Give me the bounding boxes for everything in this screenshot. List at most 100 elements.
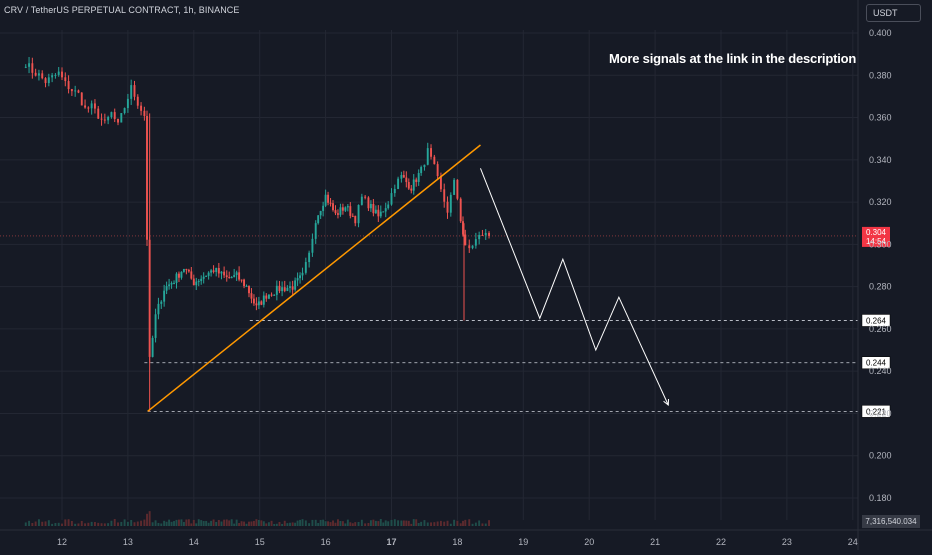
drawings[interactable] (147, 144, 670, 412)
candle-body[interactable] (57, 71, 60, 75)
candle-body[interactable] (217, 267, 220, 274)
candle-body[interactable] (443, 189, 446, 202)
candle-body[interactable] (140, 105, 143, 111)
candle-body[interactable] (24, 66, 27, 68)
candle-body[interactable] (364, 196, 367, 198)
candle-body[interactable] (336, 213, 339, 215)
symbol-title[interactable]: CRV / TetherUS PERPETUAL CONTRACT, 1h, B… (4, 5, 240, 15)
candle-body[interactable] (157, 303, 160, 315)
trendline[interactable] (147, 144, 481, 412)
candle-body[interactable] (70, 89, 73, 92)
candle-body[interactable] (117, 119, 119, 123)
candle-body[interactable] (374, 209, 377, 214)
candle-body[interactable] (197, 281, 200, 283)
candle-body[interactable] (283, 287, 286, 291)
candle-body[interactable] (459, 198, 462, 222)
candle-body[interactable] (289, 286, 291, 288)
candle-body[interactable] (322, 205, 325, 211)
candle-body[interactable] (100, 118, 103, 120)
annotation-text[interactable]: More signals at the link in the descript… (609, 51, 857, 66)
candle-body[interactable] (126, 98, 129, 109)
candle-body[interactable] (90, 103, 93, 109)
candle-body[interactable] (344, 207, 347, 211)
candle-body[interactable] (346, 206, 349, 208)
candle-body[interactable] (54, 74, 57, 76)
candle-body[interactable] (387, 204, 390, 209)
candle-body[interactable] (402, 175, 405, 178)
projection-path[interactable] (479, 168, 669, 406)
candle-body[interactable] (212, 270, 215, 272)
candle-body[interactable] (294, 280, 297, 290)
candle-body[interactable] (113, 112, 116, 120)
candle-body[interactable] (190, 271, 193, 279)
candle-body[interactable] (332, 203, 334, 211)
candle-body[interactable] (405, 177, 408, 183)
candle-body[interactable] (265, 295, 268, 299)
candle-body[interactable] (357, 204, 360, 224)
candle-body[interactable] (464, 234, 467, 246)
candle-body[interactable] (349, 206, 352, 216)
candle-body[interactable] (123, 108, 126, 114)
candle-body[interactable] (230, 277, 233, 279)
candle-body[interactable] (317, 215, 320, 224)
candle-body[interactable] (210, 270, 213, 273)
candle-body[interactable] (61, 71, 63, 78)
candle-body[interactable] (173, 282, 175, 284)
candle-body[interactable] (372, 203, 375, 214)
candle-body[interactable] (175, 273, 178, 283)
candle-body[interactable] (233, 274, 236, 278)
candle-body[interactable] (329, 202, 332, 204)
candle-body[interactable] (420, 167, 423, 174)
candle-body[interactable] (262, 295, 265, 305)
candle-body[interactable] (377, 209, 380, 217)
candle-body[interactable] (257, 301, 260, 306)
candle-body[interactable] (200, 278, 203, 282)
candle-body[interactable] (354, 215, 357, 224)
candle-body[interactable] (136, 96, 139, 106)
candle-body[interactable] (225, 275, 228, 278)
candle-body[interactable] (430, 148, 433, 157)
candle-body[interactable] (468, 245, 471, 249)
candle-body[interactable] (286, 287, 289, 291)
candle-body[interactable] (260, 301, 263, 305)
candle-body[interactable] (327, 194, 330, 203)
candle-body[interactable] (195, 281, 198, 286)
candle-body[interactable] (223, 271, 226, 276)
candle-body[interactable] (324, 194, 327, 206)
candle-body[interactable] (390, 193, 393, 205)
candle-body[interactable] (474, 239, 477, 246)
candle-body[interactable] (165, 286, 168, 291)
candle-body[interactable] (423, 164, 426, 168)
candle-body[interactable] (170, 283, 173, 285)
candle-body[interactable] (270, 294, 273, 296)
candle-body[interactable] (84, 105, 87, 108)
candle-body[interactable] (397, 178, 400, 189)
candle-body[interactable] (207, 272, 210, 276)
candle-body[interactable] (308, 252, 311, 263)
candle-body[interactable] (296, 278, 299, 281)
candle-body[interactable] (304, 262, 307, 273)
candle-body[interactable] (252, 298, 255, 304)
candle-body[interactable] (278, 285, 281, 292)
candle-body[interactable] (382, 211, 385, 213)
candle-body[interactable] (182, 268, 185, 272)
candle-body[interactable] (446, 201, 449, 213)
candle-body[interactable] (151, 337, 154, 357)
candle-body[interactable] (407, 182, 410, 189)
candle-body[interactable] (478, 234, 481, 240)
candle-body[interactable] (426, 148, 429, 165)
candle-body[interactable] (369, 203, 372, 209)
candle-body[interactable] (379, 211, 382, 217)
candle-body[interactable] (220, 271, 223, 274)
candle-body[interactable] (439, 176, 442, 190)
candle-body[interactable] (235, 272, 238, 275)
candle-body[interactable] (41, 73, 44, 79)
candle-body[interactable] (339, 207, 342, 215)
candle-body[interactable] (74, 90, 77, 92)
candle-body[interactable] (185, 268, 188, 270)
candle-body[interactable] (484, 232, 487, 236)
candle-body[interactable] (37, 73, 40, 76)
candle-body[interactable] (180, 271, 183, 278)
